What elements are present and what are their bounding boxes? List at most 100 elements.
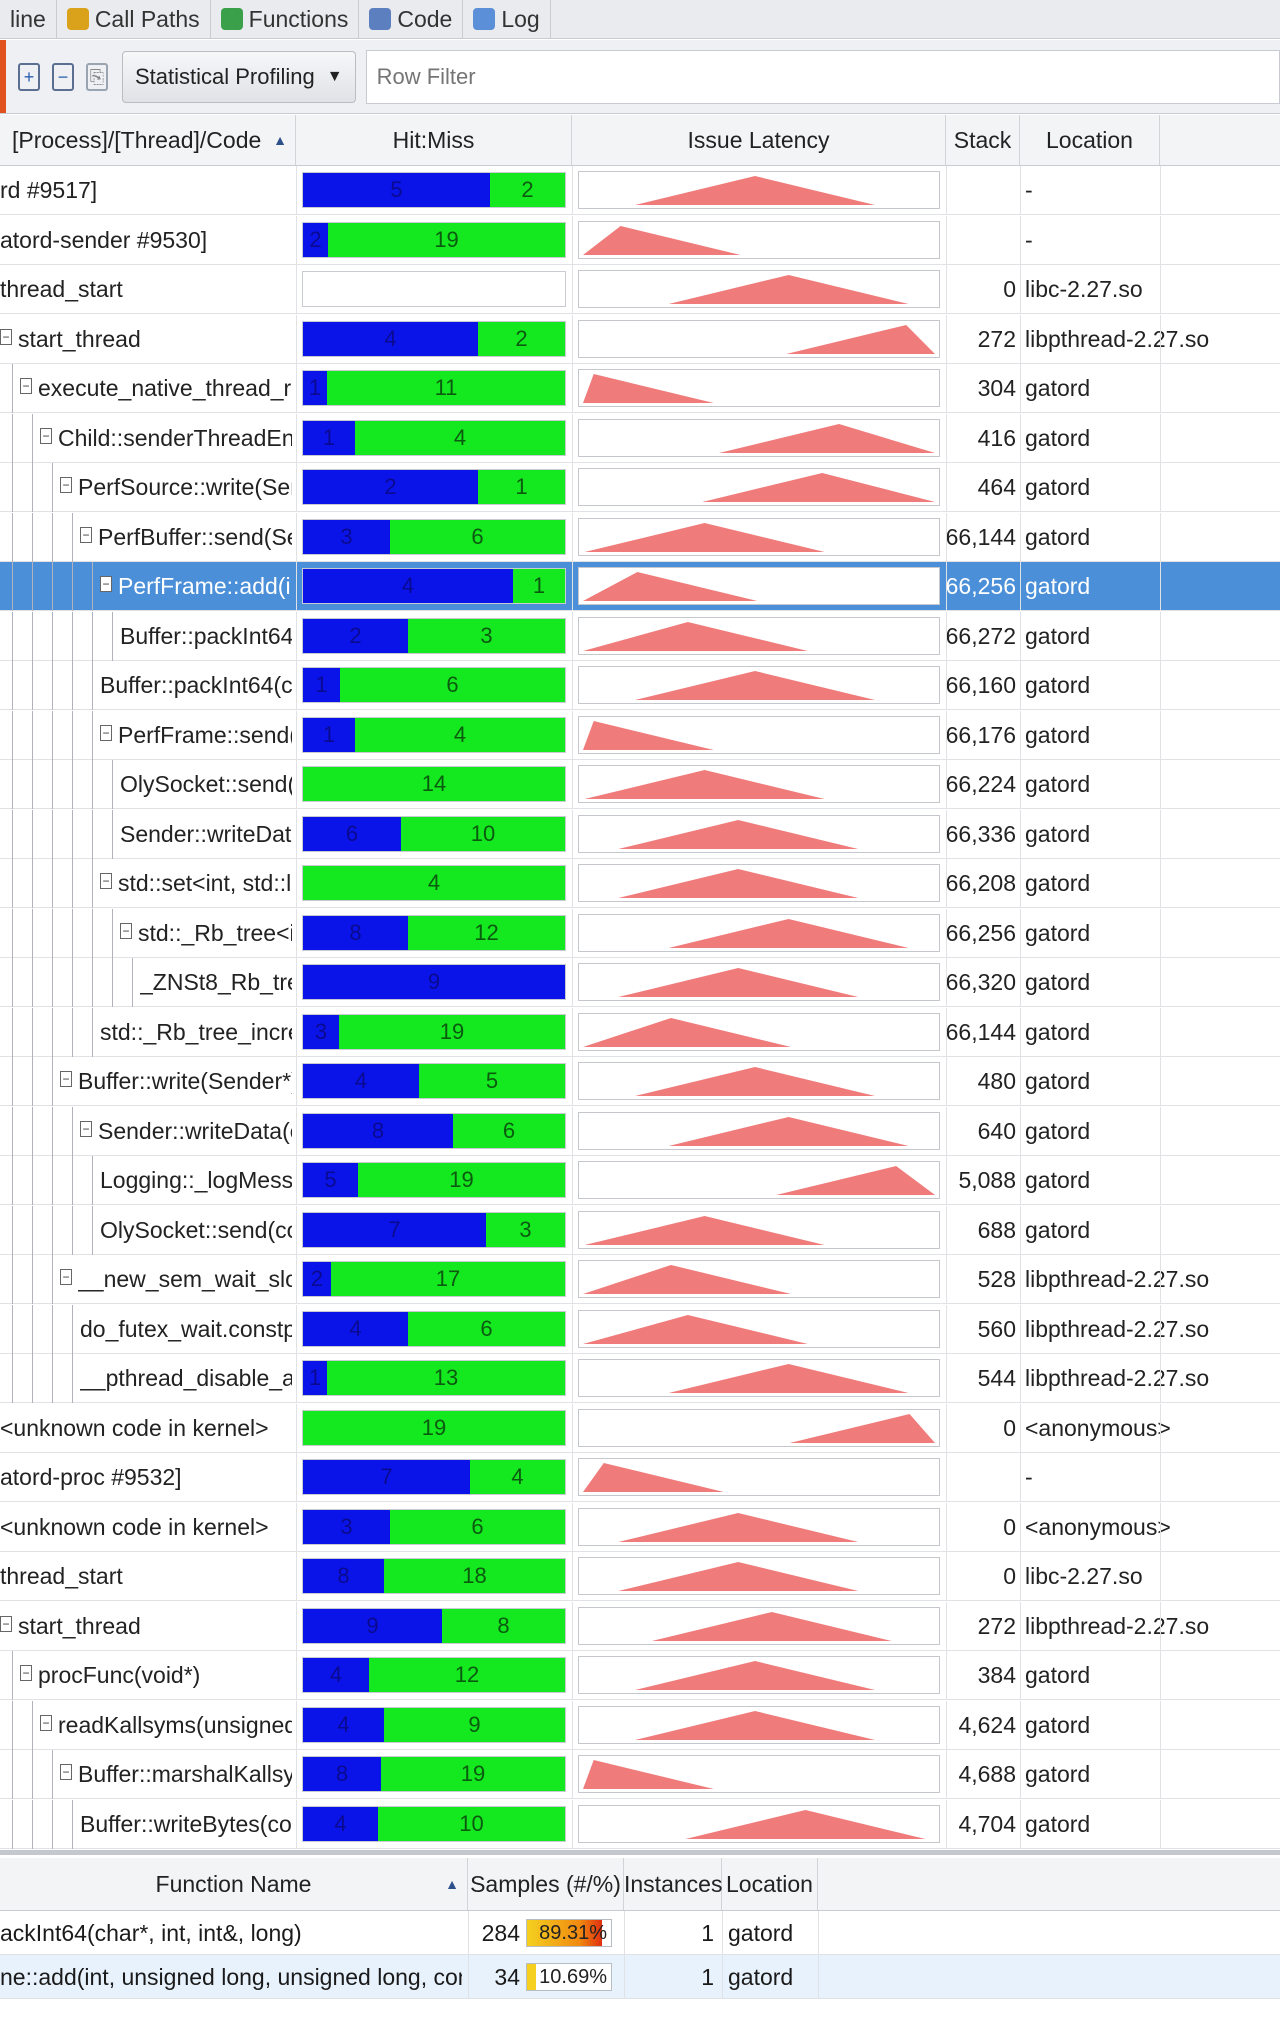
- call-path-row[interactable]: Buffer::packInt64(c... 23 66,272 gatord: [0, 612, 1280, 661]
- collapse-toggle-icon[interactable]: −: [0, 329, 12, 345]
- column-header-code[interactable]: [Process]/[Thread]/Code ▲: [0, 115, 296, 165]
- code-name: Buffer::writeBytes(const ...: [80, 1811, 292, 1837]
- tab-code[interactable]: Code: [359, 0, 464, 38]
- call-path-row[interactable]: −Sender::writeData(const ... 86 640 gatord: [0, 1107, 1280, 1156]
- collapse-toggle-icon[interactable]: −: [80, 1121, 92, 1137]
- column-separator: [572, 661, 573, 710]
- call-path-row[interactable]: −Buffer::marshalKallsyms(un... 819 4,688 ga…: [0, 1750, 1280, 1799]
- call-path-row[interactable]: −readKallsyms(unsigned long, ... 49 4,624 g…: [0, 1701, 1280, 1750]
- tree-guide-line: [32, 1701, 33, 1750]
- collapse-toggle-icon[interactable]: −: [120, 923, 132, 939]
- call-path-row[interactable]: <unknown code in kernel> 3 6 0 <anonymous>: [0, 1503, 1280, 1552]
- call-path-row[interactable]: −PerfFrame::add(int, un... 41 66,256 gatord: [0, 562, 1280, 611]
- call-path-row[interactable]: atord-sender #9530] 2 19 -: [0, 216, 1280, 265]
- tab-functions[interactable]: Functions: [211, 0, 360, 38]
- collapse-toggle-icon[interactable]: −: [60, 477, 72, 493]
- column-separator: [1160, 1503, 1161, 1552]
- call-path-row[interactable]: −execute_native_thread_routine 111 304 gato…: [0, 364, 1280, 413]
- call-path-row[interactable]: rd #9517] 5 2 -: [0, 166, 1280, 215]
- pane-splitter[interactable]: [0, 1850, 1280, 1855]
- column-separator: [1020, 1800, 1021, 1849]
- column-header-function-name[interactable]: Function Name ▲: [0, 1858, 468, 1910]
- collapse-toggle-icon[interactable]: −: [80, 527, 92, 543]
- tab-call-paths[interactable]: Call Paths: [57, 0, 211, 38]
- hit-miss-bar: 2 19: [302, 222, 566, 258]
- hit-segment: 2: [303, 1262, 331, 1296]
- column-separator: [572, 612, 573, 661]
- tree-guide-line: [52, 1057, 53, 1106]
- column-header-stack[interactable]: Stack: [946, 115, 1020, 165]
- collapse-toggle-icon[interactable]: −: [20, 378, 32, 394]
- hit-miss-bar: 9: [302, 964, 566, 1000]
- call-path-row[interactable]: thread_start 0 libc-2.27.so: [0, 265, 1280, 314]
- profiling-mode-select[interactable]: Statistical Profiling ▼: [122, 50, 356, 103]
- call-path-row[interactable]: −__new_sem_wait_slow.con... 217 528 libpthr…: [0, 1255, 1280, 1304]
- tab-log[interactable]: Log: [463, 0, 551, 38]
- call-path-row[interactable]: −std::_Rb_tree<int, i... 812 66,256 gatord: [0, 909, 1280, 958]
- issue-latency-histogram: [578, 1013, 940, 1051]
- row-filter-input[interactable]: [365, 49, 1280, 104]
- tab-timeline[interactable]: line: [0, 0, 57, 38]
- column-header-latency-label: Issue Latency: [687, 127, 830, 153]
- column-separator: [946, 1800, 947, 1849]
- miss-segment: 8: [442, 1609, 565, 1643]
- collapse-toggle-icon[interactable]: −: [60, 1071, 72, 1087]
- collapse-toggle-icon[interactable]: −: [100, 576, 112, 592]
- collapse-all-icon[interactable]: −: [52, 62, 74, 91]
- latency-peak: [618, 869, 859, 898]
- call-path-row[interactable]: thread_start 8 18 0 libc-2.27.so: [0, 1552, 1280, 1601]
- call-path-row[interactable]: __pthread_disable_asyn... 113 544 libpthrea…: [0, 1354, 1280, 1403]
- column-header-location[interactable]: Location: [1020, 115, 1160, 165]
- column-header-hitmiss[interactable]: Hit:Miss: [296, 115, 572, 165]
- call-path-row[interactable]: −Child::senderThreadEntryPoint() 14 416 gat…: [0, 414, 1280, 463]
- call-path-row[interactable]: Sender::writeData(c... 610 66,336 gatord: [0, 810, 1280, 859]
- column-separator: [946, 661, 947, 710]
- call-path-row[interactable]: −PerfSource::write(Sender*) 21 464 gatord: [0, 463, 1280, 512]
- call-path-row[interactable]: OlySocket::send(co... 14 66,224 gatord: [0, 760, 1280, 809]
- collapse-toggle-icon[interactable]: −: [100, 873, 112, 889]
- call-path-row[interactable]: _ZNSt8_Rb_tre... 9 66,320 gatord: [0, 958, 1280, 1007]
- call-path-row[interactable]: − start_thread 4 2 272 libpthread-2.27.so: [0, 315, 1280, 364]
- call-path-row[interactable]: atord-proc #9532] 7 4 -: [0, 1453, 1280, 1502]
- call-path-row[interactable]: Logging::_logMessag... 519 5,088 gatord: [0, 1156, 1280, 1205]
- call-path-row[interactable]: − procFunc(void*) 4 12 384 gatord: [0, 1651, 1280, 1700]
- call-path-row[interactable]: OlySocket::send(const... 73 688 gatord: [0, 1206, 1280, 1255]
- call-path-row[interactable]: −PerfBuffer::send(Sender*) 36 66,144 gatord: [0, 513, 1280, 562]
- collapse-toggle-icon[interactable]: −: [60, 1269, 72, 1285]
- tree-guide-line: [92, 909, 93, 958]
- collapse-toggle-icon[interactable]: −: [100, 725, 112, 741]
- column-separator: [296, 1651, 297, 1700]
- collapse-toggle-icon[interactable]: −: [0, 1616, 12, 1632]
- tree-guide-line: [52, 661, 53, 710]
- export-icon[interactable]: ⎘: [86, 62, 108, 91]
- function-row[interactable]: ne::add(int, unsigned long, unsigned lon…: [0, 1955, 1280, 1999]
- expand-all-icon[interactable]: +: [18, 62, 40, 91]
- call-path-table-header: [Process]/[Thread]/Code ▲ Hit:Miss Issue…: [0, 115, 1280, 166]
- call-path-row[interactable]: <unknown code in kernel> 19 0 <anonymous>: [0, 1404, 1280, 1453]
- collapse-toggle-icon[interactable]: −: [40, 428, 52, 444]
- tree-guide-line: [52, 909, 53, 958]
- call-path-row[interactable]: −std::set<int, std::less<i... 4 66,208 gato…: [0, 859, 1280, 908]
- call-path-row[interactable]: − start_thread 9 8 272 libpthread-2.27.so: [0, 1602, 1280, 1651]
- function-row[interactable]: ackInt64(char*, int, int&, long) 284 89.31…: [0, 1911, 1280, 1955]
- code-name: Buffer::packInt64(c...: [120, 623, 292, 649]
- call-path-row[interactable]: Buffer::writeBytes(const ... 410 4,704 gato…: [0, 1800, 1280, 1849]
- collapse-toggle-icon[interactable]: −: [60, 1764, 72, 1780]
- column-header-function-location[interactable]: Location: [722, 1858, 818, 1910]
- tree-guide-line: [92, 612, 93, 661]
- column-header-instances[interactable]: Instances: [624, 1858, 722, 1910]
- stack-value: 66,144: [945, 524, 1016, 550]
- call-path-row[interactable]: Buffer::packInt64(char... 16 66,160 gatord: [0, 661, 1280, 710]
- call-path-row[interactable]: − PerfFrame::send() 1 4 66,176 gatord: [0, 711, 1280, 760]
- column-header-samples[interactable]: Samples (#/%): [468, 1858, 624, 1910]
- column-separator: [1160, 612, 1161, 661]
- call-path-row[interactable]: std::_Rb_tree_increm... 319 66,144 gatord: [0, 1008, 1280, 1057]
- call-path-row[interactable]: − Buffer::write(Sender*) 4 5 480 gatord: [0, 1057, 1280, 1106]
- collapse-toggle-icon[interactable]: −: [20, 1665, 32, 1681]
- call-path-row[interactable]: do_futex_wait.constprop.1 46 560 libpthread…: [0, 1305, 1280, 1354]
- miss-segment: 4: [355, 718, 565, 752]
- tree-guide-line: [32, 1057, 33, 1106]
- column-header-latency[interactable]: Issue Latency: [572, 115, 946, 165]
- collapse-toggle-icon[interactable]: −: [40, 1715, 52, 1731]
